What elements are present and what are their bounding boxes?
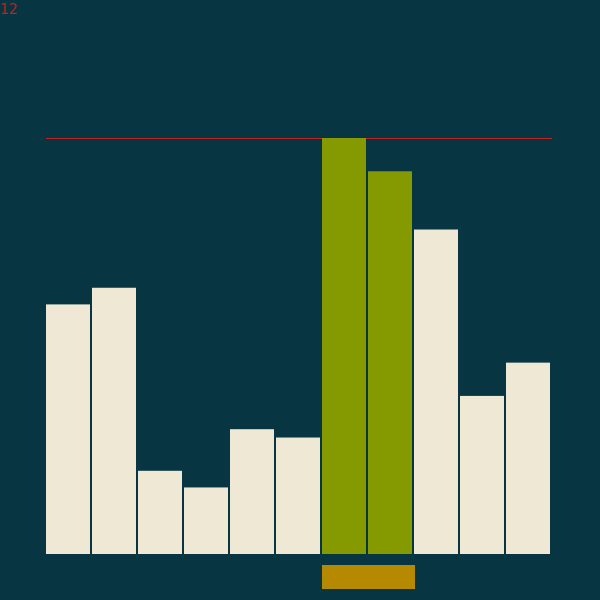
bar-8 — [368, 171, 412, 554]
bar-1 — [46, 304, 90, 554]
bar-5 — [230, 429, 274, 554]
bar-9 — [414, 229, 458, 554]
bar-6 — [276, 437, 320, 554]
bar-2 — [92, 287, 136, 554]
bar-group — [46, 138, 550, 554]
bar-11 — [506, 362, 550, 554]
bar-7 — [322, 138, 366, 554]
bar-10 — [460, 395, 504, 554]
bar-3 — [138, 470, 182, 554]
bar-4 — [184, 487, 228, 554]
step-counter: 12 — [0, 0, 19, 18]
selection-marker — [322, 565, 415, 589]
